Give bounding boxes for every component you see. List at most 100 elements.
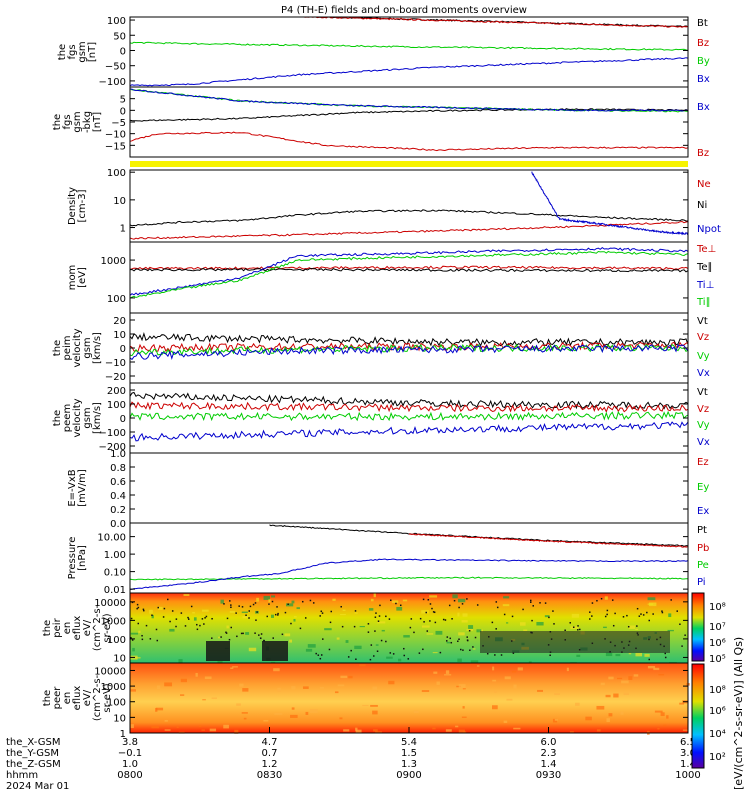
peir-speckle bbox=[444, 619, 447, 621]
peir_spec-texture bbox=[284, 633, 291, 637]
peir_spec-texture bbox=[446, 641, 451, 644]
peer_spec-ytick-label: 100 bbox=[107, 698, 126, 709]
pressure-ylabel-line: [nPa] bbox=[77, 545, 88, 571]
peir_spec-texture bbox=[218, 636, 221, 639]
peer_spec-texture bbox=[432, 727, 436, 730]
peir_spec-texture bbox=[158, 606, 163, 610]
peir_spec-texture bbox=[340, 613, 346, 616]
peir-speckle bbox=[211, 637, 213, 639]
peer_spec-texture bbox=[355, 729, 362, 733]
peir_spec-texture bbox=[291, 600, 295, 604]
fgs_gse-ytick-label: −15 bbox=[105, 141, 126, 152]
peem_velocity-ylabel-line: the bbox=[52, 410, 63, 426]
peer_spec-ytick-label: 1000 bbox=[101, 682, 126, 693]
peir-speckle bbox=[229, 600, 231, 602]
peir_spec-texture bbox=[462, 613, 468, 617]
fgs_gsm-ylabel-line: the bbox=[57, 44, 68, 60]
peer_spec-ytick-label: 1 bbox=[120, 729, 126, 740]
peer_spec-texture bbox=[180, 694, 185, 696]
peer_spec-texture bbox=[585, 716, 592, 721]
peir-speckle bbox=[347, 656, 350, 658]
peer_spec-texture bbox=[608, 676, 614, 680]
peer_spec-texture bbox=[309, 709, 318, 713]
peir_spec-texture bbox=[151, 614, 154, 619]
peir_spec-texture bbox=[220, 599, 224, 604]
peir-speckle bbox=[636, 625, 638, 627]
peer_spec-texture bbox=[436, 681, 440, 685]
peir-speckle bbox=[638, 615, 641, 617]
peim_velocity-ytick-label: −10 bbox=[105, 358, 126, 369]
x-row-value: 1.2 bbox=[262, 759, 278, 770]
peir-speckle bbox=[143, 609, 145, 612]
peir_spec-texture bbox=[332, 598, 336, 601]
peir-speckle bbox=[579, 628, 581, 631]
peer_spec-texture bbox=[291, 707, 295, 710]
peem_velocity-series-2 bbox=[129, 410, 689, 422]
peir_spec-texture bbox=[544, 615, 550, 618]
peir-speckle bbox=[230, 606, 232, 609]
fgs_gse-ylabel-line: gsm bbox=[72, 111, 83, 132]
peem_velocity-ytick-label: 0 bbox=[120, 414, 126, 425]
peir_spec-texture bbox=[470, 660, 479, 664]
peer_spec-texture bbox=[458, 684, 466, 689]
peir-speckle bbox=[684, 634, 686, 636]
peer_spec-texture bbox=[616, 677, 623, 680]
peir_spec-texture bbox=[647, 597, 656, 601]
peir-speckle bbox=[230, 626, 232, 629]
peir_spec-texture bbox=[271, 595, 276, 598]
density-legend-2: Npot bbox=[697, 224, 721, 235]
peir-speckle bbox=[312, 602, 315, 604]
peir-speckle bbox=[410, 618, 413, 620]
peer_spec-texture bbox=[180, 678, 187, 683]
peir-speckle bbox=[676, 610, 678, 612]
peir-speckle bbox=[272, 637, 274, 639]
peir-speckle bbox=[426, 630, 429, 632]
colorbar-peir-label-2: 10⁶ bbox=[709, 638, 726, 649]
peir_spec-texture bbox=[286, 603, 294, 607]
temperature-legend-3: Ti∥ bbox=[696, 297, 711, 308]
peer_spec-texture bbox=[513, 727, 521, 730]
peir-speckle bbox=[203, 623, 205, 625]
peir-speckle bbox=[287, 603, 289, 605]
peer_spec-texture bbox=[239, 683, 244, 687]
pressure-ylabel-line: Pressure bbox=[67, 537, 78, 580]
peir-speckle bbox=[403, 647, 405, 650]
peir-speckle bbox=[413, 631, 415, 634]
peir_spec-texture bbox=[506, 622, 509, 624]
peem_velocity-ylabel-line: velocity bbox=[72, 398, 83, 437]
peir-speckle bbox=[596, 599, 598, 602]
peir-speckle bbox=[422, 598, 425, 601]
peir_spec-ylabel-line: sr-eV) bbox=[102, 613, 113, 642]
peer_spec-texture bbox=[456, 685, 462, 688]
peir-speckle bbox=[137, 622, 140, 625]
peir-speckle bbox=[614, 612, 616, 615]
peir-speckle bbox=[681, 645, 683, 647]
peim_velocity-legend-3: Vx bbox=[697, 368, 710, 379]
peem_velocity-series-1 bbox=[129, 401, 689, 413]
peer_spec-texture bbox=[211, 697, 217, 700]
x-row-label-0: the_X-GSM bbox=[6, 737, 60, 748]
peir-speckle bbox=[276, 606, 278, 608]
peir-speckle bbox=[321, 612, 324, 614]
peir-speckle bbox=[137, 606, 140, 609]
peir_spec-texture bbox=[615, 653, 621, 657]
peir_spec-texture bbox=[503, 596, 510, 599]
peir-speckle bbox=[377, 620, 380, 622]
peir-speckle bbox=[330, 610, 333, 613]
peir_spec-texture bbox=[263, 595, 271, 600]
peer_spec-texture bbox=[647, 665, 656, 669]
peir-speckle bbox=[466, 636, 468, 638]
peir_spec-texture bbox=[138, 630, 141, 633]
peir-speckle bbox=[130, 617, 133, 620]
peir_spec-ylabel-line: en bbox=[62, 622, 73, 635]
peer_spec-texture bbox=[340, 675, 348, 679]
peir-speckle bbox=[458, 606, 460, 609]
panel-peem_velocity: Vt Vz Vy Vx 200 100 0 −100 −200 the peem velocity gs… bbox=[52, 382, 710, 454]
peir-speckle bbox=[340, 605, 342, 608]
peir_spec-texture bbox=[368, 608, 374, 611]
peer_spec-texture bbox=[242, 688, 249, 692]
colorbar-peir-scale bbox=[691, 592, 705, 662]
peir_spec-ytick-label: 10000 bbox=[94, 598, 126, 609]
panel-peim_velocity: Vt Vz Vy Vx 20 10 0 −10 −20 the peim velocity gsm [km… bbox=[52, 312, 710, 384]
peer_spec-texture bbox=[575, 702, 580, 706]
